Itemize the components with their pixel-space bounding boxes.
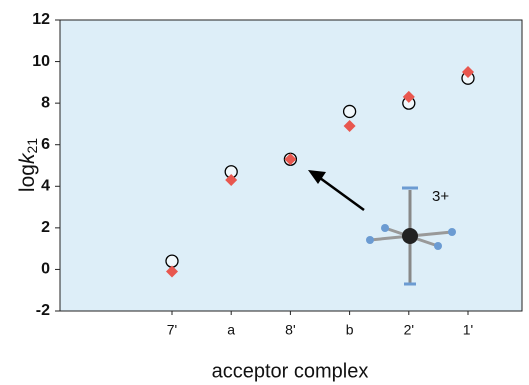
- y-tick-label: 12: [32, 11, 50, 28]
- x-tick-label: b: [346, 322, 354, 338]
- x-tick-label: 7': [167, 322, 177, 338]
- circle-point: [166, 255, 178, 267]
- y-tick-label: 2: [41, 219, 50, 236]
- chart: logk21 acceptor complex -2 0 2 4 6 8 10 12 7' a 8'…: [0, 0, 529, 385]
- y-tick-label: 4: [41, 178, 50, 195]
- x-tick-label: a: [227, 322, 235, 338]
- x-tick-label: 1': [463, 322, 473, 338]
- y-tick-label: 10: [32, 53, 50, 70]
- x-tick-label: 8': [285, 322, 295, 338]
- y-tick-label: 6: [41, 136, 50, 153]
- x-tick-label: 2': [404, 322, 414, 338]
- y-title-main: log: [16, 164, 39, 192]
- y-tick-label: 0: [41, 261, 50, 278]
- y-tick-label: 8: [41, 94, 50, 111]
- y-axis-title: logk21: [16, 138, 40, 192]
- y-title-sub: 21: [24, 138, 40, 154]
- circle-point: [344, 105, 356, 117]
- x-axis-title: acceptor complex: [212, 360, 369, 382]
- y-tick-label: -2: [36, 302, 50, 319]
- page: logk21 acceptor complex -2 0 2 4 6 8 10 12 7' a 8'…: [0, 0, 529, 385]
- annotation: 3+: [432, 188, 449, 205]
